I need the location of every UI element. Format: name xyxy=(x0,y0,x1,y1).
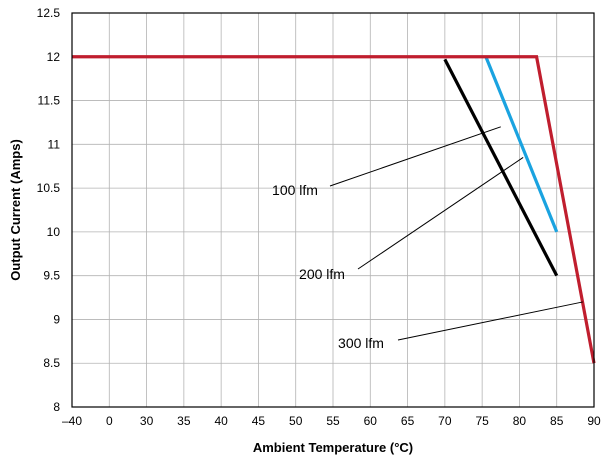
annotation-label: 200 lfm xyxy=(299,266,345,282)
x-tick-label: 85 xyxy=(550,414,564,428)
x-tick-label: 0 xyxy=(106,414,113,428)
x-tick-label: 50 xyxy=(289,414,303,428)
x-tick-label: 90 xyxy=(587,414,601,428)
y-tick-label: 10.5 xyxy=(37,181,61,195)
leader-line xyxy=(397,301,583,341)
y-tick-label: 12 xyxy=(47,50,61,64)
series-line-3 xyxy=(72,55,596,364)
leader-line xyxy=(329,126,501,187)
y-tick-label: 9 xyxy=(53,312,60,326)
x-axis-title: Ambient Temperature (°C) xyxy=(253,440,413,455)
x-tick-label: 60 xyxy=(364,414,378,428)
x-tick-label: 45 xyxy=(252,414,266,428)
x-tick-label: 55 xyxy=(326,414,340,428)
leader-line xyxy=(357,157,524,270)
x-tick-labels: –40 0 30 35 40 45 50 55 60 65 70 75 80 85 90 xyxy=(62,414,601,428)
annotations: 100 lfm 200 lfm 300 lfm xyxy=(272,126,583,351)
annotation-label: 100 lfm xyxy=(272,182,318,198)
y-tick-label: 10 xyxy=(47,225,61,239)
annotation-label: 300 lfm xyxy=(338,335,384,351)
x-tick-label: 40 xyxy=(214,414,228,428)
y-tick-label: 12.5 xyxy=(37,6,61,20)
series-line-2 xyxy=(484,56,559,233)
x-tick-label: 70 xyxy=(438,414,452,428)
y-tick-label: 11.5 xyxy=(38,94,61,108)
y-tick-label: 8 xyxy=(53,400,60,414)
grid xyxy=(72,13,594,407)
plot-frame xyxy=(71,12,595,408)
y-axis-title: Output Current (Amps) xyxy=(8,139,23,281)
y-tick-label: 9.5 xyxy=(43,269,60,283)
x-tick-label: 80 xyxy=(513,414,527,428)
series-lines xyxy=(72,55,596,364)
x-tick-label: 75 xyxy=(475,414,489,428)
y-tick-labels: 8 8.5 9 9.5 10 10.5 11 11.5 12 12.5 xyxy=(37,6,61,414)
series-line-1 xyxy=(443,58,559,277)
x-tick-label: 65 xyxy=(401,414,415,428)
x-tick-label: 35 xyxy=(177,414,191,428)
y-tick-label: 11 xyxy=(48,137,61,151)
y-tick-label: 8.5 xyxy=(43,356,60,370)
x-tick-label: –40 xyxy=(62,414,82,428)
x-tick-label: 30 xyxy=(140,414,154,428)
